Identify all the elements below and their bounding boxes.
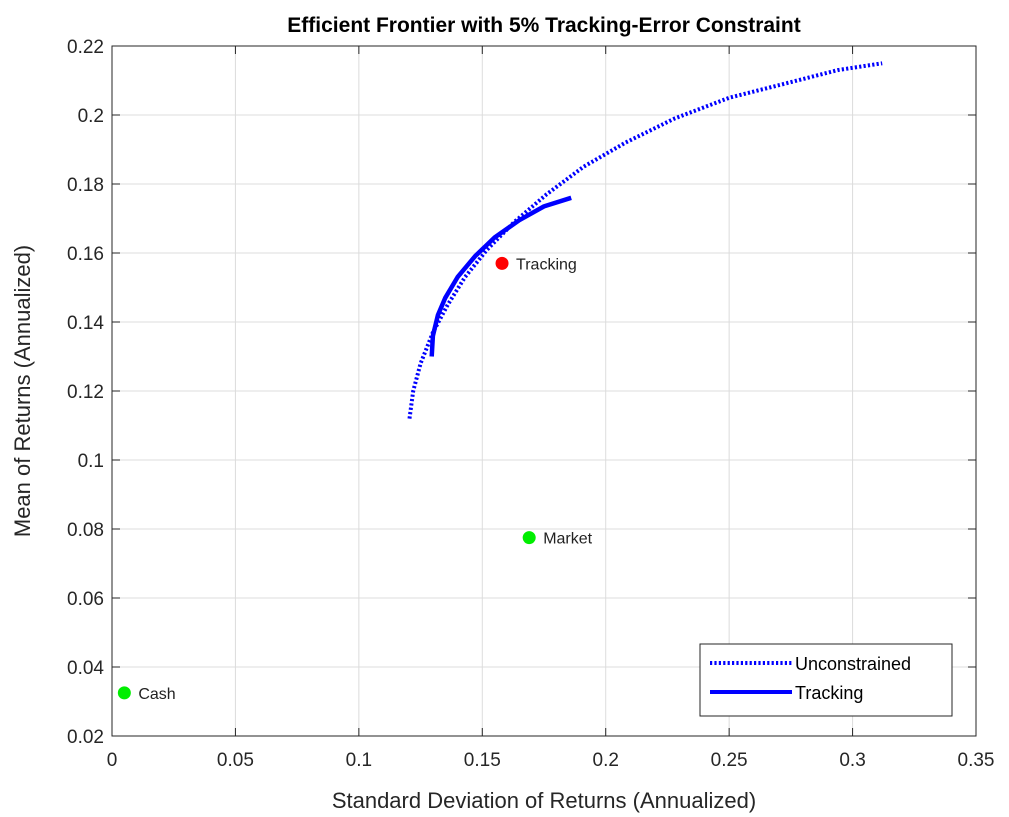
y-axis-label: Mean of Returns (Annualized) bbox=[10, 245, 35, 537]
chart-title: Efficient Frontier with 5% Tracking-Erro… bbox=[287, 14, 800, 37]
x-tick-label: 0.15 bbox=[464, 750, 501, 771]
legend-label-tracking: Tracking bbox=[795, 683, 863, 703]
x-tick-label: 0.2 bbox=[593, 750, 619, 771]
y-tick-label: 0.18 bbox=[67, 175, 104, 196]
x-tick-label: 0.3 bbox=[839, 750, 865, 771]
y-tick-label: 0.04 bbox=[67, 658, 104, 679]
point-marker-cash bbox=[117, 686, 131, 700]
legend-label-unconstrained: Unconstrained bbox=[795, 654, 911, 674]
x-tick-label: 0 bbox=[107, 750, 118, 771]
point-label-market: Market bbox=[543, 531, 592, 548]
x-tick-label: 0.1 bbox=[346, 750, 372, 771]
y-tick-label: 0.12 bbox=[67, 382, 104, 403]
x-axis-label: Standard Deviation of Returns (Annualize… bbox=[332, 788, 756, 813]
y-tick-label: 0.06 bbox=[67, 589, 104, 610]
series-lines bbox=[407, 61, 883, 419]
legend-box bbox=[699, 643, 953, 717]
series-line-tracking bbox=[429, 195, 572, 357]
y-tick-label: 0.14 bbox=[67, 313, 104, 334]
x-tick-label: 0.35 bbox=[958, 750, 995, 771]
y-tick-label: 0.22 bbox=[67, 37, 104, 58]
y-tick-label: 0.16 bbox=[67, 244, 104, 265]
legend: Unconstrained Tracking bbox=[699, 643, 953, 717]
axis-ticks: 0 0.05 0.1 0.15 0.2 0.25 0.3 0.35 0.02 0.04 0.06 0.… bbox=[67, 37, 994, 771]
data-points: Tracking Market Cash bbox=[117, 256, 593, 703]
y-tick-label: 0.1 bbox=[78, 451, 104, 472]
y-tick-label: 0.08 bbox=[67, 520, 104, 541]
x-tick-label: 0.05 bbox=[217, 750, 254, 771]
point-label-cash: Cash bbox=[138, 686, 175, 703]
point-marker-market bbox=[522, 531, 536, 545]
y-tick-label: 0.2 bbox=[78, 106, 104, 127]
x-tick-label: 0.25 bbox=[711, 750, 748, 771]
point-marker-tracking bbox=[495, 256, 509, 270]
y-tick-label: 0.02 bbox=[67, 727, 104, 748]
point-label-tracking: Tracking bbox=[516, 256, 577, 273]
